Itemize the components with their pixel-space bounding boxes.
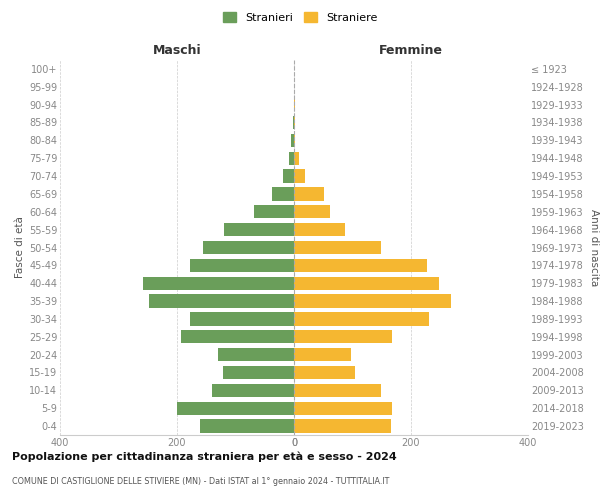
Bar bbox=[283, 170, 294, 183]
Bar bbox=[177, 402, 294, 415]
Bar bbox=[272, 187, 294, 200]
Text: Popolazione per cittadinanza straniera per età e sesso - 2024: Popolazione per cittadinanza straniera p… bbox=[12, 452, 397, 462]
Bar bbox=[200, 420, 294, 433]
Bar bbox=[294, 348, 352, 362]
Bar bbox=[294, 258, 427, 272]
Bar bbox=[294, 205, 330, 218]
Bar bbox=[294, 330, 392, 344]
Bar bbox=[294, 116, 295, 129]
Y-axis label: Anni di nascita: Anni di nascita bbox=[589, 209, 599, 286]
Bar bbox=[149, 294, 294, 308]
Bar bbox=[294, 402, 392, 415]
Bar bbox=[224, 223, 294, 236]
Bar bbox=[294, 170, 305, 183]
Bar bbox=[254, 205, 294, 218]
Bar bbox=[294, 223, 346, 236]
Bar bbox=[212, 384, 294, 397]
Bar bbox=[294, 98, 295, 112]
Bar bbox=[203, 241, 294, 254]
Bar bbox=[293, 116, 294, 129]
Bar bbox=[294, 366, 355, 379]
Bar bbox=[294, 187, 325, 200]
Bar bbox=[181, 330, 294, 344]
Bar bbox=[223, 366, 294, 379]
Bar bbox=[190, 258, 294, 272]
Bar bbox=[291, 134, 294, 147]
Title: Maschi: Maschi bbox=[152, 44, 202, 58]
Bar bbox=[294, 384, 380, 397]
Bar bbox=[294, 420, 391, 433]
Bar bbox=[294, 276, 439, 290]
Bar bbox=[294, 294, 451, 308]
Bar bbox=[294, 152, 299, 165]
Bar bbox=[294, 241, 380, 254]
Y-axis label: Fasce di età: Fasce di età bbox=[14, 216, 25, 278]
Bar bbox=[190, 312, 294, 326]
Bar bbox=[289, 152, 294, 165]
Bar bbox=[294, 312, 428, 326]
Bar bbox=[218, 348, 294, 362]
Text: COMUNE DI CASTIGLIONE DELLE STIVIERE (MN) - Dati ISTAT al 1° gennaio 2024 - TUTT: COMUNE DI CASTIGLIONE DELLE STIVIERE (MN… bbox=[12, 477, 389, 486]
Bar bbox=[143, 276, 294, 290]
Title: Femmine: Femmine bbox=[379, 44, 443, 58]
Legend: Stranieri, Straniere: Stranieri, Straniere bbox=[218, 8, 382, 28]
Bar bbox=[294, 134, 295, 147]
